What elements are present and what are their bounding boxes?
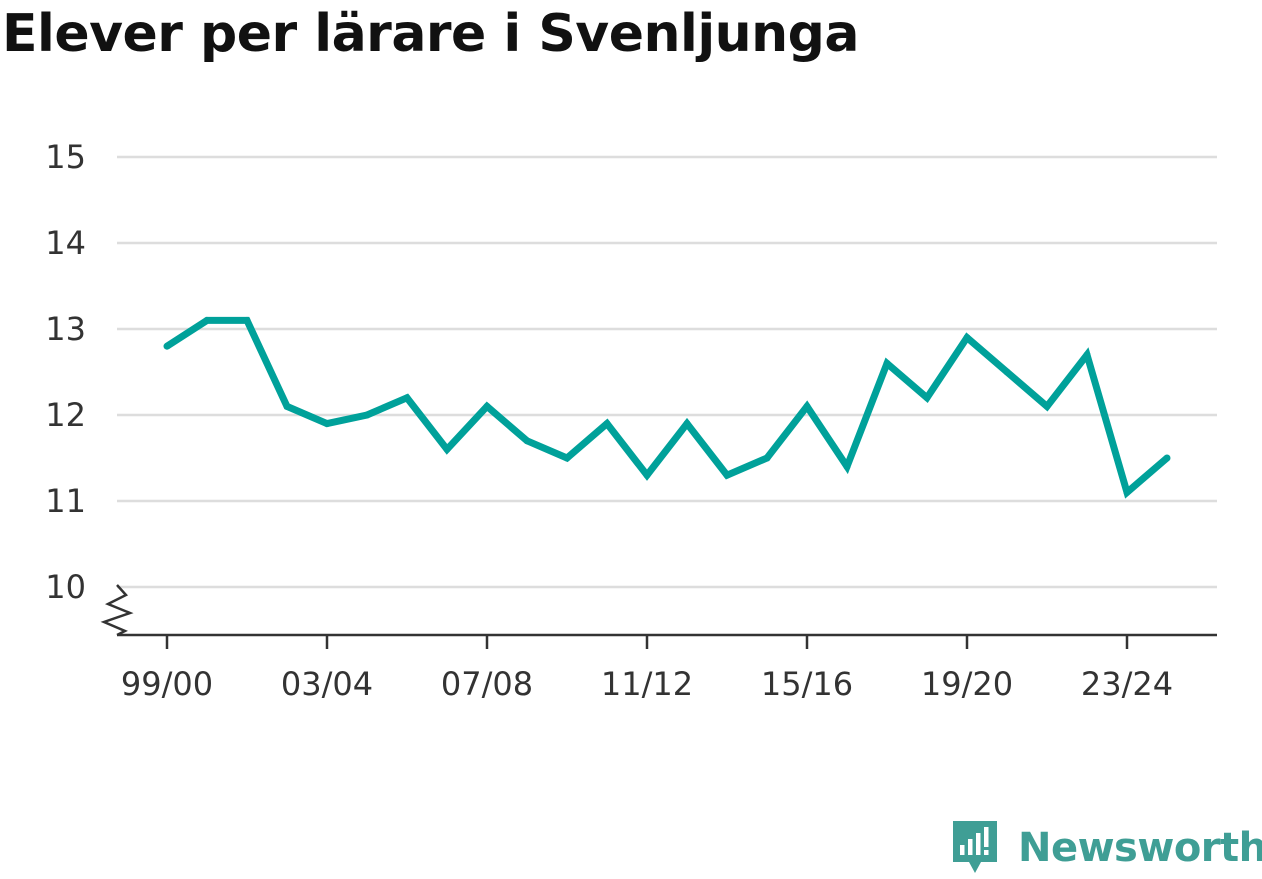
data-point xyxy=(883,359,891,367)
x-tick-label: 19/20 xyxy=(921,665,1013,703)
data-point xyxy=(563,454,571,462)
newsworthy-brand: Newsworthy xyxy=(950,818,1262,878)
data-point xyxy=(1043,402,1051,410)
data-point xyxy=(1003,368,1011,376)
data-point xyxy=(683,420,691,428)
data-point xyxy=(163,342,171,350)
data-point xyxy=(923,394,931,402)
x-tick-label: 03/04 xyxy=(281,665,373,703)
data-point xyxy=(723,471,731,479)
data-point xyxy=(843,463,851,471)
data-point xyxy=(643,471,651,479)
data-point xyxy=(363,411,371,419)
y-axis-break-icon xyxy=(100,584,134,637)
data-point xyxy=(283,402,291,410)
data-point xyxy=(523,437,531,445)
y-tick-label: 14 xyxy=(45,224,86,262)
x-axis-ticks: 99/00 03/04 07/08 11/12 15/16 19/20 23/24 xyxy=(121,635,1173,703)
data-point xyxy=(403,394,411,402)
gridlines xyxy=(117,155,1217,589)
data-point xyxy=(323,420,331,428)
x-axis xyxy=(100,584,1217,637)
brand-name: Newsworthy xyxy=(1018,825,1262,871)
y-axis-ticks: 10 11 12 13 14 15 xyxy=(45,138,86,606)
y-tick-label: 15 xyxy=(45,138,86,176)
chart-title: Elever per lärare i Svenljunga xyxy=(2,4,860,64)
data-point xyxy=(603,420,611,428)
data-point xyxy=(1123,488,1131,496)
series-layer xyxy=(163,316,1171,499)
x-tick-label: 07/08 xyxy=(441,665,533,703)
data-point xyxy=(803,402,811,410)
newsworthy-logo-icon xyxy=(953,821,997,873)
x-tick-label: 99/00 xyxy=(121,665,213,703)
data-point xyxy=(203,316,211,324)
data-point xyxy=(1163,454,1171,462)
data-point xyxy=(483,402,491,410)
y-tick-label: 12 xyxy=(45,396,86,434)
data-point xyxy=(1083,351,1091,359)
y-tick-label: 10 xyxy=(45,568,86,606)
x-tick-label: 15/16 xyxy=(761,665,853,703)
y-tick-label: 13 xyxy=(45,310,86,348)
x-tick-label: 23/24 xyxy=(1081,665,1173,703)
y-tick-label: 11 xyxy=(45,482,86,520)
data-point xyxy=(763,454,771,462)
data-point xyxy=(443,445,451,453)
data-point xyxy=(243,316,251,324)
series-line xyxy=(165,316,1170,499)
x-tick-label: 11/12 xyxy=(601,665,693,703)
data-point xyxy=(963,334,971,342)
